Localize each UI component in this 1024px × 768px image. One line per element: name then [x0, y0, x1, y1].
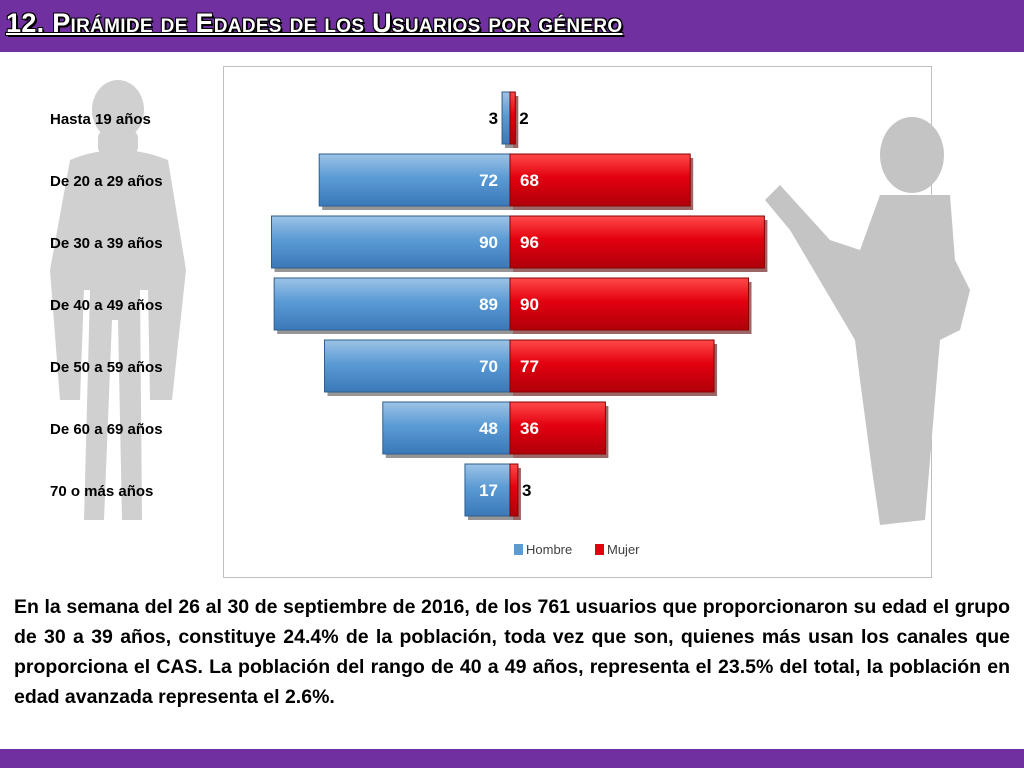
bottom-bar — [0, 749, 1024, 768]
legend-swatch-mujer — [595, 544, 604, 555]
value-label-mujer-1: 68 — [520, 171, 539, 190]
bar-hombre-4 — [324, 339, 511, 393]
value-label-mujer-0: 2 — [519, 109, 528, 128]
summary-paragraph: En la semana del 26 al 30 de septiembre … — [14, 596, 1010, 708]
value-label-hombre-6: 17 — [479, 481, 498, 500]
value-label-mujer-2: 96 — [520, 233, 539, 252]
value-label-hombre-4: 70 — [479, 357, 498, 376]
value-label-hombre-3: 89 — [479, 295, 498, 314]
bar-mujer-5 — [509, 401, 606, 455]
bar-mujer-0 — [509, 91, 516, 145]
bar-hombre-6 — [464, 463, 511, 517]
category-label-5: De 60 a 69 años — [50, 421, 163, 438]
category-label-6: 70 o más años — [50, 483, 153, 500]
bar-mujer-2 — [509, 215, 765, 269]
title-bar: 12. Pirámide de Edades de los Usuarios p… — [0, 0, 1024, 52]
bar-mujer-3 — [509, 277, 749, 331]
value-label-mujer-5: 36 — [520, 419, 539, 438]
bar-hombre-0 — [501, 91, 511, 145]
legend: Hombre Mujer — [514, 542, 640, 557]
bar-hombre-1 — [318, 153, 511, 207]
value-label-hombre-0: 3 — [489, 109, 498, 128]
value-label-hombre-2: 90 — [479, 233, 498, 252]
male-silhouette-icon — [50, 80, 186, 520]
bar-mujer-6 — [509, 463, 519, 517]
category-label-1: De 20 a 29 años — [50, 173, 163, 190]
value-label-hombre-1: 72 — [479, 171, 498, 190]
female-silhouette-icon — [765, 117, 970, 525]
category-label-3: De 40 a 49 años — [50, 297, 163, 314]
legend-swatch-hombre — [514, 544, 523, 555]
category-label-2: De 30 a 39 años — [50, 235, 163, 252]
bar-hombre-3 — [273, 277, 511, 331]
bar-mujer-1 — [509, 153, 691, 207]
legend-label-hombre: Hombre — [526, 542, 572, 557]
category-labels: Hasta 19 años De 20 a 29 años De 30 a 39 a… — [50, 111, 163, 500]
legend-label-mujer: Mujer — [607, 542, 640, 557]
value-label-hombre-5: 48 — [479, 419, 498, 438]
value-label-mujer-4: 77 — [520, 357, 539, 376]
bar-mujer-4 — [509, 339, 715, 393]
value-label-mujer-3: 90 — [520, 295, 539, 314]
bar-hombre-2 — [271, 215, 511, 269]
value-label-mujer-6: 3 — [522, 481, 531, 500]
category-label-4: De 50 a 59 años — [50, 359, 163, 376]
page-title: 12. Pirámide de Edades de los Usuarios p… — [6, 8, 623, 38]
category-label-0: Hasta 19 años — [50, 111, 151, 128]
bars-layer: 3 2 72 68 90 96 89 90 70 77 48 36 17 3 — [271, 91, 768, 520]
bar-hombre-5 — [382, 401, 511, 455]
